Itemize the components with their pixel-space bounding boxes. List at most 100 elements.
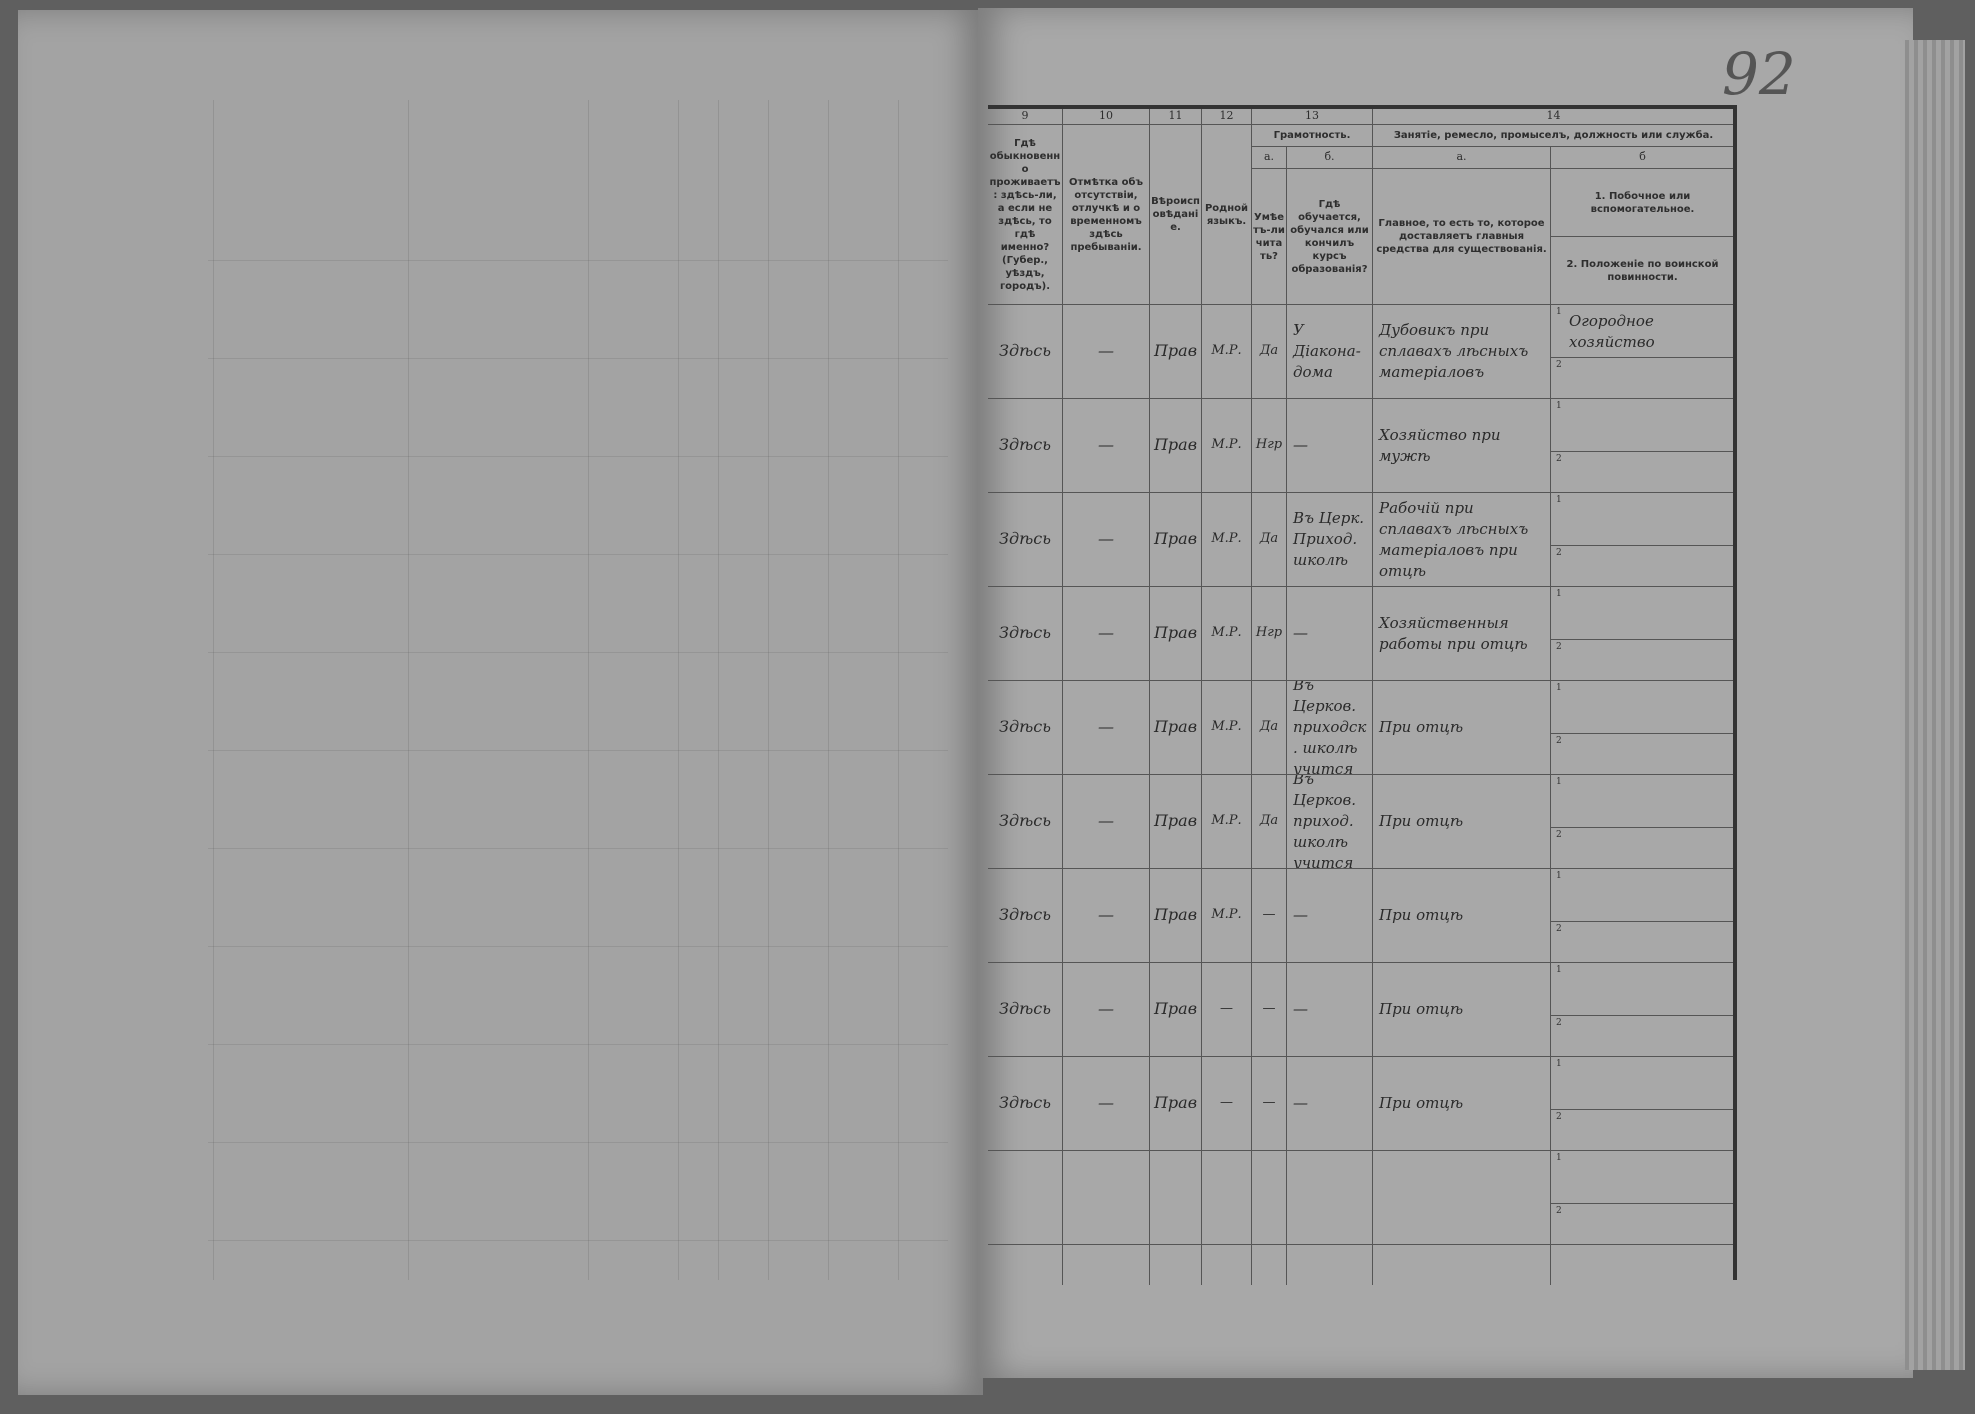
row-absence-cell: — (1063, 775, 1150, 869)
row-secondary-occupation-cell (1551, 399, 1735, 452)
row-language-cell: М.Р. (1202, 681, 1252, 775)
row-occupation-cell: При отцѣ (1373, 869, 1551, 963)
row-language-cell: М.Р. (1202, 305, 1252, 399)
row-school-cell: Въ Церков. приход. школѣ учится (1287, 775, 1373, 869)
row-occupation-cell: Хозяйство при мужѣ (1373, 399, 1551, 493)
row-occupation-cell: При отцѣ (1373, 775, 1551, 869)
row-can_read-cell: Да (1252, 681, 1287, 775)
row-school-cell: Въ Церк. Приход. школѣ (1287, 493, 1373, 587)
row-can_read-cell: — (1252, 1057, 1287, 1151)
empty-trailing-cell (1252, 1245, 1287, 1285)
row-occupation-cell: При отцѣ (1373, 1057, 1551, 1151)
row-occupation-cell: При отцѣ (1373, 681, 1551, 775)
ghost-row-line (208, 260, 948, 261)
row-can_read-cell: — (1252, 963, 1287, 1057)
column-number-col10: 10 (1063, 109, 1150, 125)
row-religion-cell (1150, 1151, 1202, 1245)
page-number: 92 (1722, 40, 1796, 108)
row-religion-cell: Прав (1150, 493, 1202, 587)
row-residence-cell: Здѣсь (988, 681, 1063, 775)
sub-line-marker: 1 (1556, 1059, 1562, 1069)
row-can_read-cell (1252, 1151, 1287, 1245)
row-absence-cell: — (1063, 681, 1150, 775)
row-religion-cell: Прав (1150, 681, 1202, 775)
row-language-cell (1202, 1151, 1252, 1245)
row-military-status-cell (1551, 1204, 1735, 1245)
right-page (978, 8, 1913, 1378)
row-language-cell: М.Р. (1202, 493, 1252, 587)
sub-line-marker: 1 (1556, 871, 1562, 881)
row-school-cell: — (1287, 587, 1373, 681)
row-residence-cell (988, 1151, 1063, 1245)
empty-trailing-cell (1063, 1245, 1150, 1285)
row-absence-cell: — (1063, 587, 1150, 681)
ghost-row-line (208, 1142, 948, 1143)
ghost-column-line (718, 100, 719, 1280)
empty-trailing-cell (988, 1245, 1063, 1285)
ghost-row-line (208, 554, 948, 555)
row-secondary-occupation-cell (1551, 869, 1735, 922)
ghost-row-line (208, 652, 948, 653)
column-header-can-read: Умѣетъ-ли читать? (1252, 169, 1287, 305)
sub-line-marker: 2 (1556, 736, 1562, 746)
column-header-col11: Вѣроисповѣданіе. (1150, 125, 1202, 305)
sub-line-marker: 2 (1556, 548, 1562, 558)
ghost-row-line (208, 1044, 948, 1045)
literacy-a-letter: а. (1252, 147, 1287, 169)
column-number-col13: 13 (1252, 109, 1373, 125)
sub-line-marker: 2 (1556, 924, 1562, 934)
ghost-row-line (208, 456, 948, 457)
row-school-cell: — (1287, 869, 1373, 963)
row-military-status-cell (1551, 640, 1735, 681)
sub-line-marker: 2 (1556, 830, 1562, 840)
row-residence-cell: Здѣсь (988, 1057, 1063, 1151)
occupation-a-letter: а. (1373, 147, 1551, 169)
row-absence-cell: — (1063, 1057, 1150, 1151)
row-school-cell: Въ Церков. приходск. школѣ учится (1287, 681, 1373, 775)
ghost-row-line (208, 1240, 948, 1241)
row-religion-cell: Прав (1150, 305, 1202, 399)
sub-line-marker: 1 (1556, 401, 1562, 411)
row-school-cell: — (1287, 1057, 1373, 1151)
row-secondary-occupation-cell (1551, 493, 1735, 546)
column-header-col9: Гдѣ обыкновенно проживаетъ: здѣсь-ли, а … (988, 125, 1063, 305)
sub-line-marker: 1 (1556, 683, 1562, 693)
literacy-b-letter: б. (1287, 147, 1373, 169)
column-header-main-occupation: Главное, то есть то, которое доставляетъ… (1373, 169, 1551, 305)
sub-line-marker: 2 (1556, 1018, 1562, 1028)
row-secondary-occupation-cell (1551, 587, 1735, 640)
row-school-cell: — (1287, 399, 1373, 493)
sub-line-marker: 1 (1556, 777, 1562, 787)
ghost-row-line (208, 848, 948, 849)
row-occupation-cell: При отцѣ (1373, 963, 1551, 1057)
left-page-bleed-through (18, 10, 983, 1395)
row-can_read-cell: Да (1252, 493, 1287, 587)
row-can_read-cell: Нгр (1252, 399, 1287, 493)
row-absence-cell: — (1063, 963, 1150, 1057)
row-language-cell: М.Р. (1202, 399, 1252, 493)
row-can_read-cell: Да (1252, 775, 1287, 869)
ghost-column-line (678, 100, 679, 1280)
row-military-status-cell (1551, 1016, 1735, 1057)
ghost-row-line (208, 946, 948, 947)
occupation-b-letter: б (1551, 147, 1735, 169)
ghost-column-line (408, 100, 409, 1280)
row-religion-cell: Прав (1150, 587, 1202, 681)
row-occupation-cell (1373, 1151, 1551, 1245)
ghost-column-line (213, 100, 214, 1280)
row-absence-cell (1063, 1151, 1150, 1245)
ghost-row-line (208, 750, 948, 751)
row-military-status-cell (1551, 922, 1735, 963)
row-language-cell: М.Р. (1202, 587, 1252, 681)
row-absence-cell: — (1063, 493, 1150, 587)
column-number-col9: 9 (988, 109, 1063, 125)
page-edges (1905, 40, 1965, 1370)
row-military-status-cell (1551, 734, 1735, 775)
row-language-cell: М.Р. (1202, 869, 1252, 963)
row-residence-cell: Здѣсь (988, 869, 1063, 963)
row-language-cell: — (1202, 963, 1252, 1057)
column-header-literacy: Грамотность. (1252, 125, 1373, 147)
row-religion-cell: Прав (1150, 869, 1202, 963)
ghost-column-line (768, 100, 769, 1280)
empty-trailing-cell (1287, 1245, 1373, 1285)
